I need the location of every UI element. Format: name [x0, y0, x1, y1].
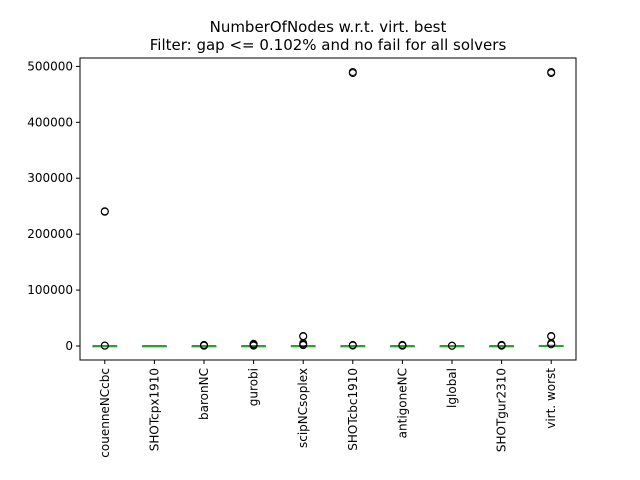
- flier-point: [348, 67, 357, 76]
- box-group-3: [241, 339, 267, 350]
- chart-title-line2: Filter: gap <= 0.102% and no fail for al…: [150, 36, 507, 54]
- x-tick-label: antigoneNC: [395, 368, 409, 438]
- box-group-0: [92, 207, 118, 350]
- box-group-9: [538, 67, 564, 349]
- flier-point: [299, 331, 308, 340]
- x-axis: couenneNCcbc SHOTcpx1910 baronNC gurobi scip…: [98, 360, 558, 458]
- plot-frame: [79, 57, 577, 361]
- y-tick-label: 400000: [27, 115, 73, 129]
- x-tick-label: couenneNCcbc: [98, 368, 112, 458]
- box-group-6: [389, 340, 415, 350]
- box-group-7: [439, 341, 465, 350]
- y-tick-label: 100000: [27, 283, 73, 297]
- x-tick-label: SHOTgur2310: [495, 368, 509, 452]
- flier-point: [249, 339, 258, 348]
- x-tick-label: lglobal: [445, 368, 459, 408]
- flier-point: [348, 340, 357, 349]
- y-tick-label: 0: [65, 339, 73, 353]
- x-tick-label: gurobi: [247, 368, 261, 406]
- flier-point: [100, 341, 109, 350]
- flier-point: [100, 207, 109, 216]
- x-tick-label: virt. worst: [544, 368, 558, 429]
- flier-point: [200, 340, 208, 349]
- flier-point: [547, 67, 556, 76]
- box-group-2: [191, 340, 217, 350]
- x-tick-label: scipNCsoplex: [296, 368, 310, 448]
- x-tick-label: SHOTcbc1910: [346, 368, 360, 451]
- y-axis: 0 100000 200000 300000 400000 500000: [27, 59, 80, 353]
- y-tick-label: 500000: [27, 59, 73, 73]
- y-tick-label: 300000: [27, 171, 73, 185]
- box-group-8: [489, 340, 515, 350]
- y-tick-label: 200000: [27, 227, 73, 241]
- flier-point: [497, 340, 506, 349]
- chart-title-line1: NumberOfNodes w.r.t. virt. best: [210, 18, 447, 36]
- x-tick-label: baronNC: [197, 368, 211, 420]
- flier-point: [398, 340, 407, 349]
- box-group-1: [141, 345, 167, 348]
- plot-area: [92, 67, 564, 350]
- box-group-5: [340, 67, 366, 350]
- flier-point: [547, 331, 556, 340]
- box-group-4: [290, 331, 316, 350]
- x-tick-label: SHOTcpx1910: [147, 368, 161, 451]
- flier-point: [448, 341, 456, 350]
